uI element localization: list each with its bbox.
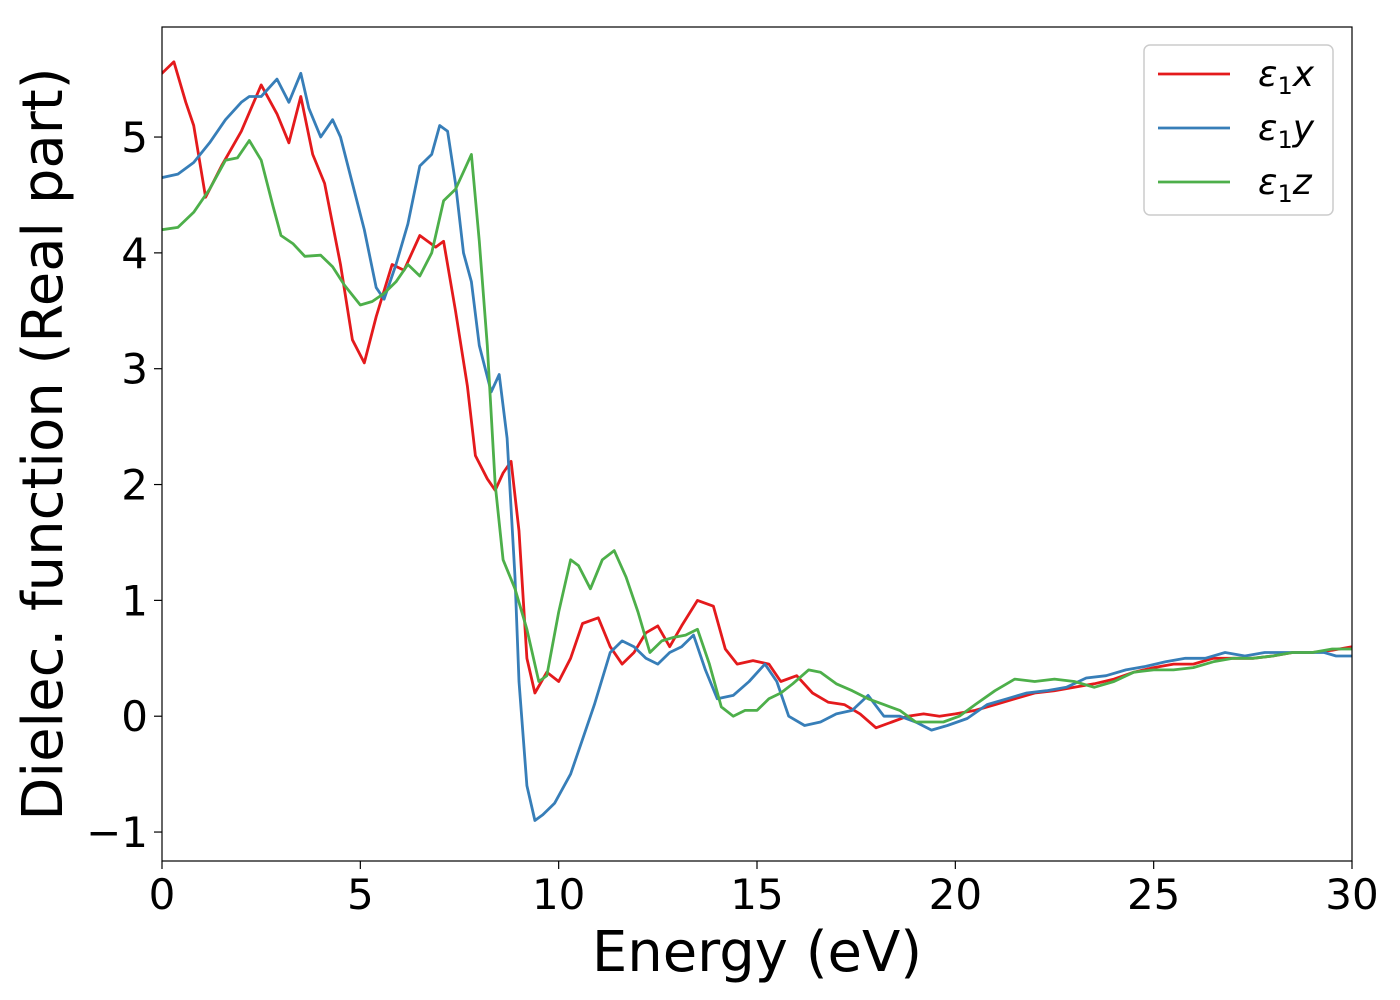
y-tick-label: 1 [121, 576, 148, 625]
legend-box [1143, 44, 1334, 216]
legend: ε1x ε1y ε1z [1143, 44, 1334, 216]
x-tick-label: 25 [1127, 870, 1180, 919]
y-axis-label: Dielec. function (Real part) [11, 67, 76, 820]
y-tick-label: 2 [121, 461, 148, 510]
x-tick-label: 20 [929, 870, 982, 919]
y-axis: −1 0 1 2 3 4 5 [86, 113, 162, 857]
series-layer [162, 60, 1352, 822]
series-line-y [162, 71, 1352, 822]
y-tick-label: −1 [86, 808, 148, 857]
y-tick-label: 4 [121, 229, 148, 278]
x-axis-label: Energy (eV) [592, 920, 922, 985]
y-tick-label: 0 [121, 692, 148, 741]
x-tick-label: 15 [730, 870, 783, 919]
x-tick-label: 30 [1325, 870, 1378, 919]
legend-label-x: ε1x [1258, 54, 1315, 100]
x-tick-label: 5 [347, 870, 374, 919]
y-tick-label: 5 [121, 113, 148, 162]
y-tick-label: 3 [121, 345, 148, 394]
x-tick-label: 0 [149, 870, 176, 919]
x-tick-label: 10 [532, 870, 585, 919]
x-axis: 0 5 10 15 20 25 30 [149, 861, 1379, 919]
series-line-z [162, 139, 1352, 724]
legend-label-z: ε1z [1258, 162, 1313, 208]
legend-label-y: ε1y [1258, 108, 1315, 154]
